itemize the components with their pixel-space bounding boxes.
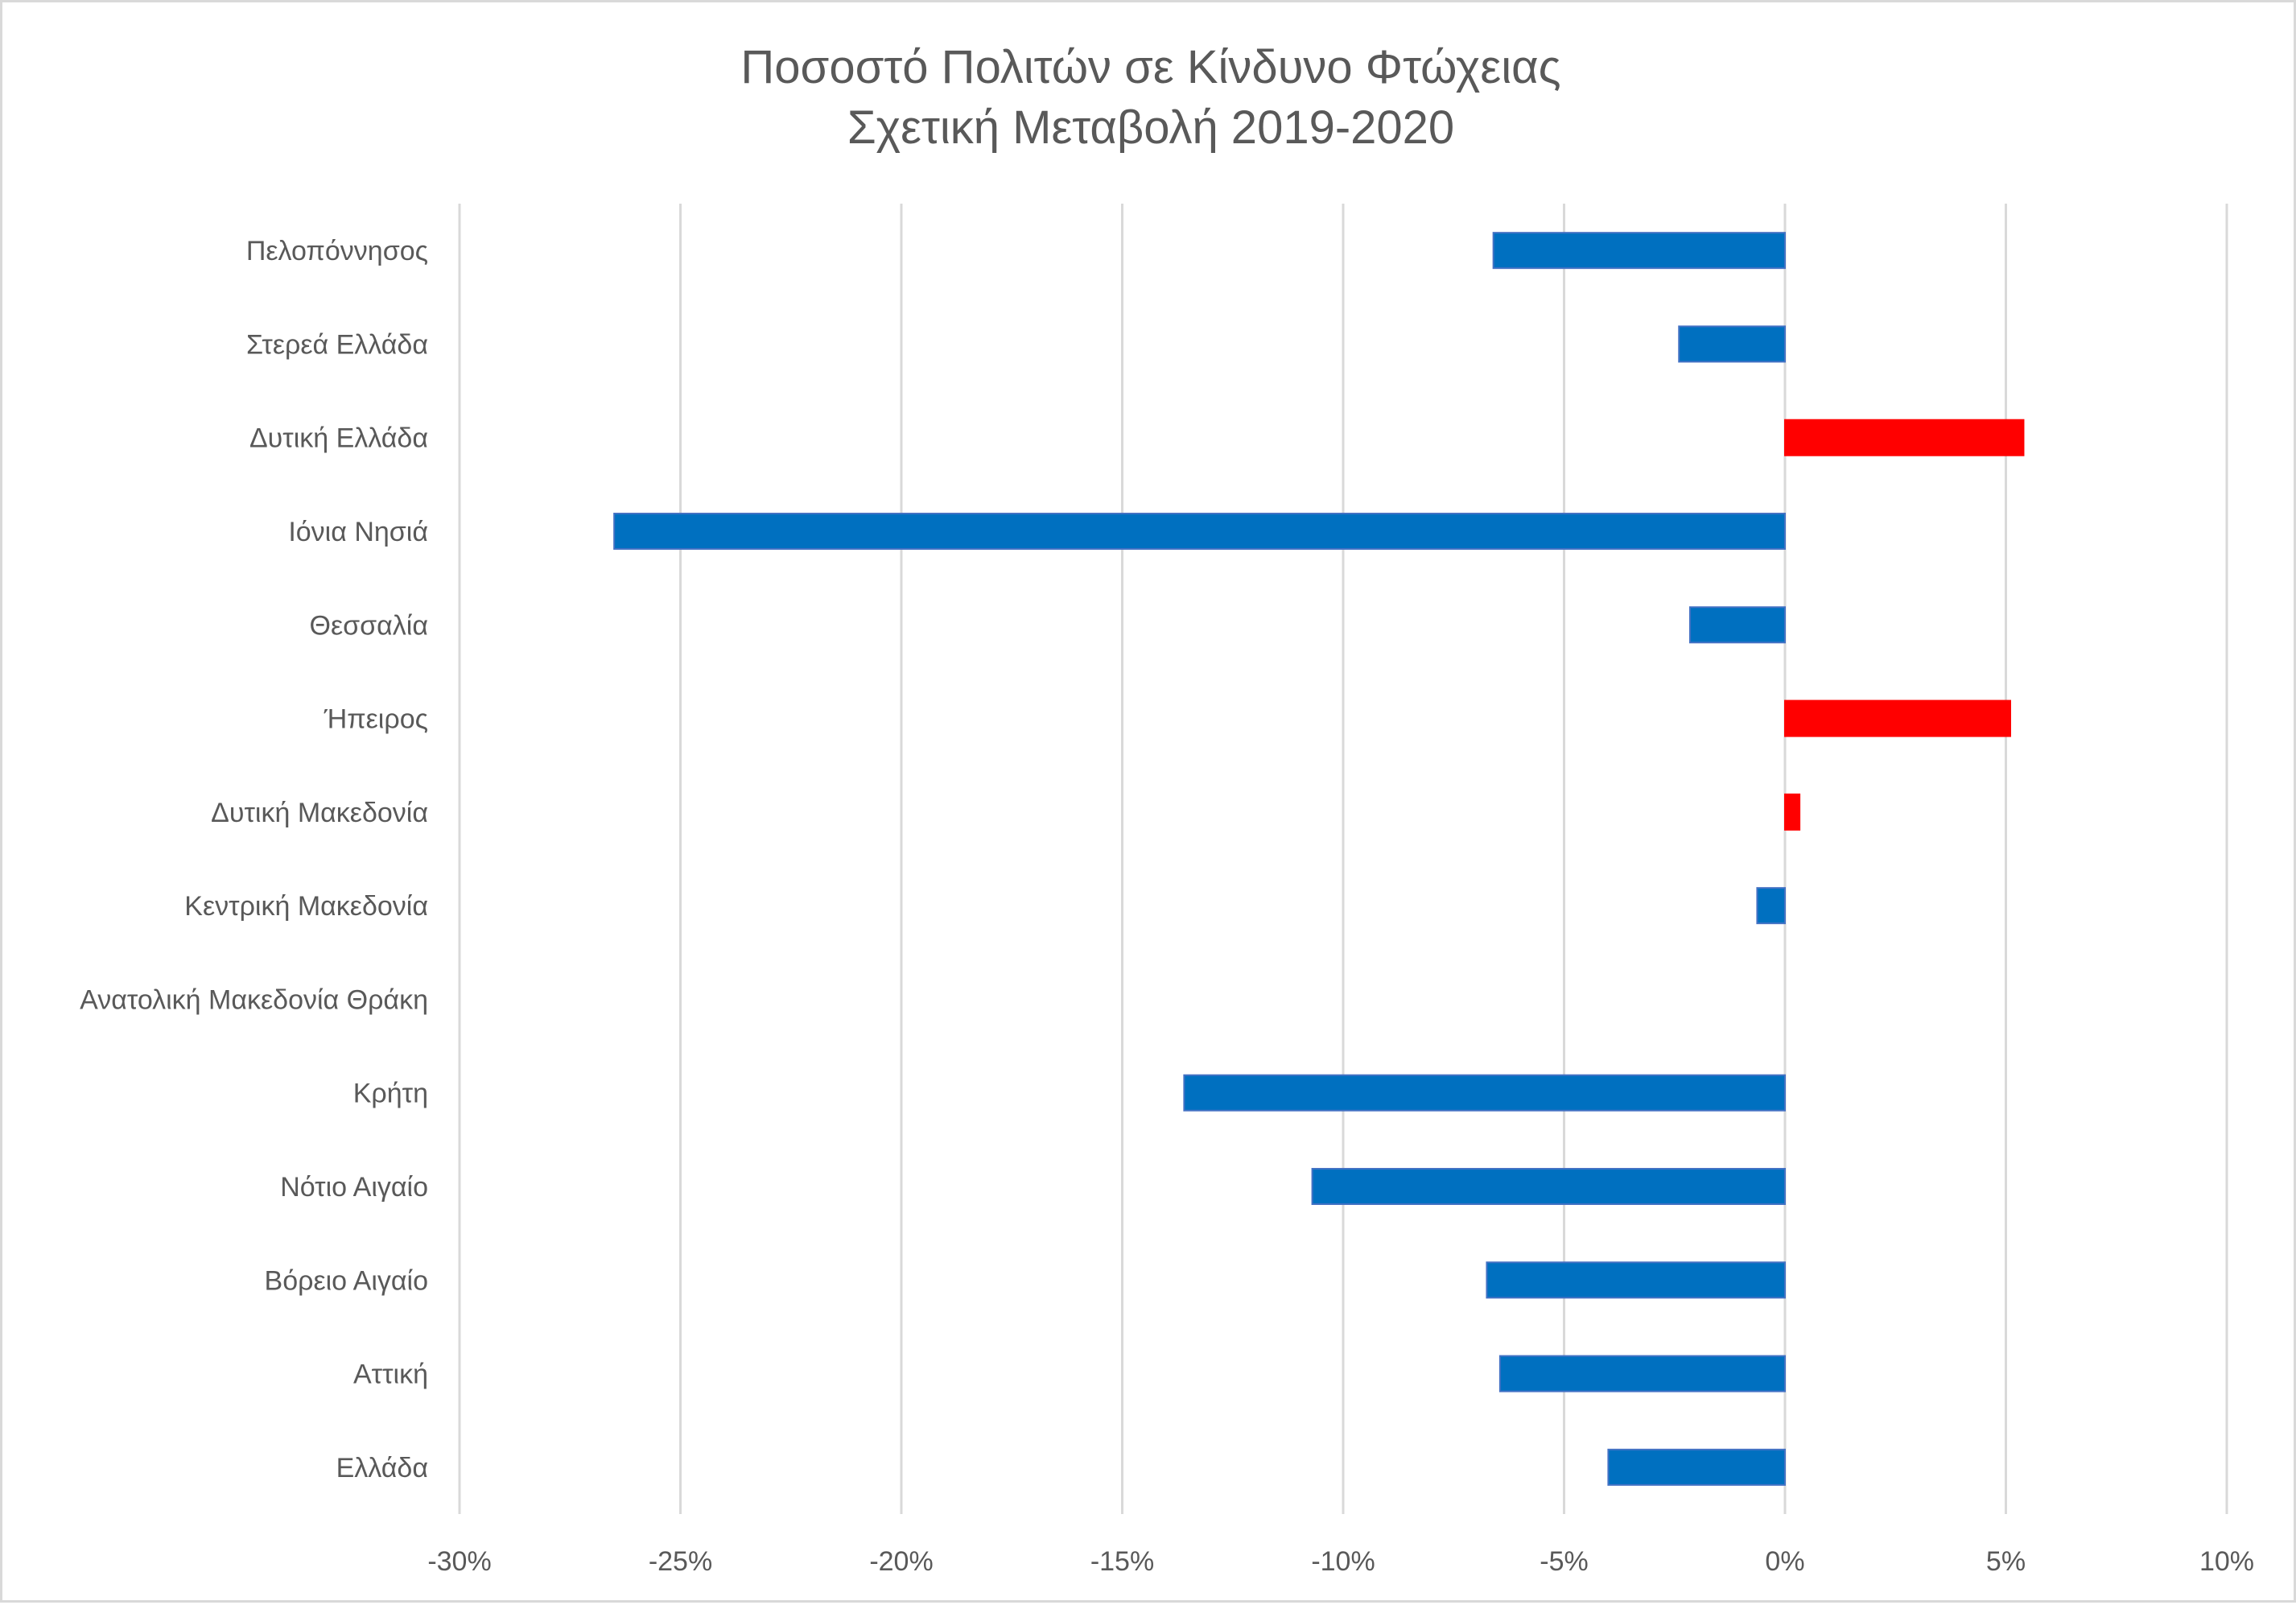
x-tick-label: 5% <box>1986 1546 2026 1577</box>
bar <box>1678 325 1786 363</box>
chart-title-line-2: Σχετική Μεταβολή 2019-2020 <box>847 101 1454 154</box>
bar <box>1311 1168 1786 1205</box>
bar <box>1756 887 1787 925</box>
x-tick-label: -25% <box>649 1546 712 1577</box>
category-label: Ήπειρος <box>324 704 428 735</box>
category-label: Αττική <box>353 1360 428 1390</box>
x-tick-label: -5% <box>1540 1546 1588 1577</box>
x-tick-label: 10% <box>2199 1546 2254 1577</box>
category-label: Στερεά Ελλάδα <box>246 329 428 360</box>
category-label: Βόρειο Αιγαίο <box>265 1265 428 1296</box>
chart-title-line-1: Ποσοστό Πολιτών σε Κίνδυνο Φτώχειας <box>740 41 1560 93</box>
category-label: Ιόνια Νησιά <box>288 517 428 547</box>
bar <box>1784 419 2025 456</box>
x-tick-label: -10% <box>1311 1546 1375 1577</box>
category-label: Νότιο Αιγαίο <box>280 1172 428 1203</box>
x-tick-label: 0% <box>1765 1546 1804 1577</box>
category-label: Πελοπόννησος <box>246 236 428 266</box>
category-label: Κεντρική Μακεδονία <box>184 891 428 922</box>
category-label: Κρήτη <box>353 1079 428 1109</box>
bar <box>1492 232 1787 270</box>
category-label: Δυτική Μακεδονία <box>211 798 428 828</box>
category-label: Ανατολική Μακεδονία Θράκη <box>80 984 428 1015</box>
bar <box>1486 1261 1787 1299</box>
bar <box>1498 1355 1787 1393</box>
bar <box>1784 793 1801 831</box>
category-label: Δυτική Ελλάδα <box>249 423 428 454</box>
bar <box>613 513 1786 550</box>
bar <box>1784 699 2011 737</box>
bar <box>1607 1448 1787 1486</box>
category-label: Θεσσαλία <box>310 610 428 641</box>
x-tick-label: -20% <box>869 1546 933 1577</box>
bar <box>1688 606 1787 644</box>
x-tick-label: -15% <box>1090 1546 1154 1577</box>
x-tick-label: -30% <box>427 1546 491 1577</box>
bar <box>1183 1074 1786 1112</box>
category-label: Ελλάδα <box>336 1453 428 1483</box>
